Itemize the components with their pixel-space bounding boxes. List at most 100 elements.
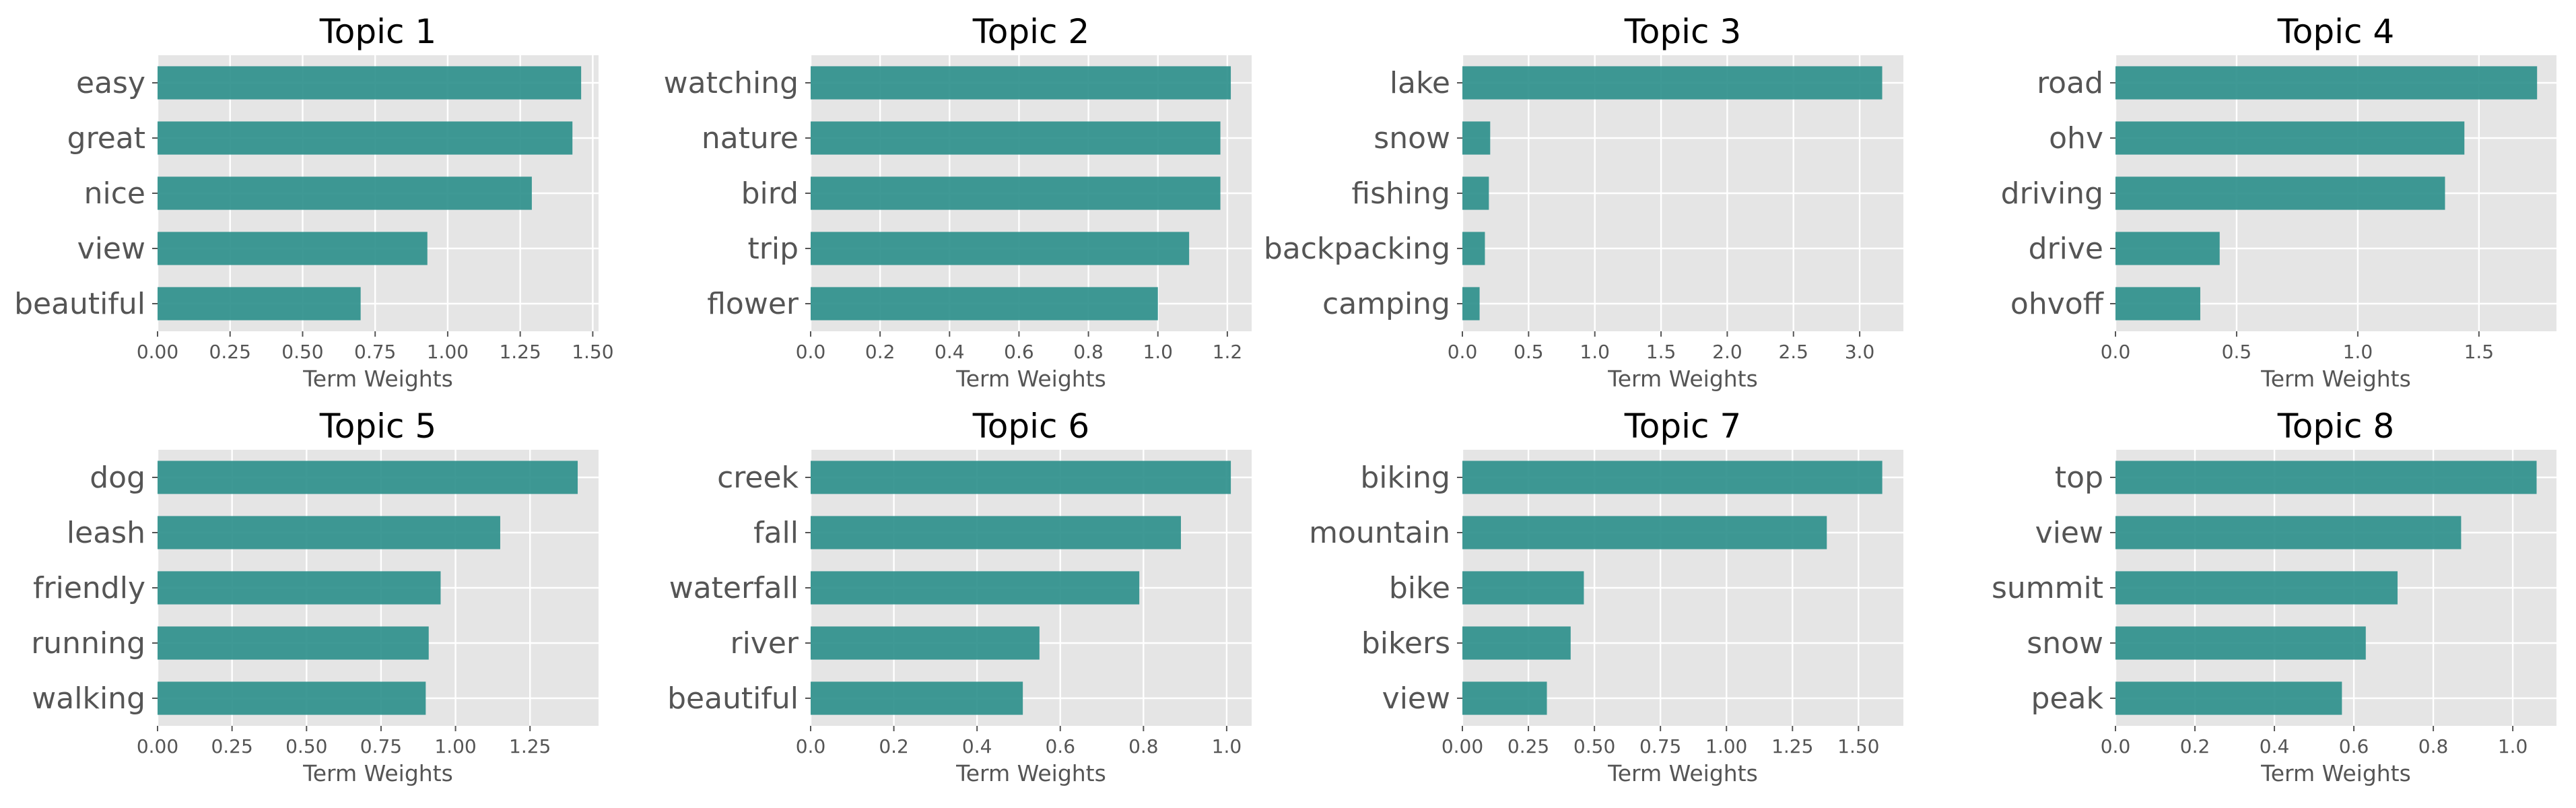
bar-creek	[811, 461, 1231, 494]
x-tick-label: 0.25	[1507, 735, 1549, 758]
x-tick-label: 1.25	[499, 341, 541, 363]
x-tick-label: 0.0	[2101, 735, 2131, 758]
x-tick-label: 0.0	[2101, 341, 2131, 363]
bar-top	[2115, 461, 2537, 494]
x-tick-label: 0.75	[354, 341, 396, 363]
y-tick-label: beautiful	[667, 681, 799, 716]
x-tick-label: 1.25	[1771, 735, 1813, 758]
x-tick-label: 0.8	[2418, 735, 2449, 758]
bar-easy	[158, 66, 582, 100]
bar-nice	[158, 176, 532, 210]
y-tick-label: top	[2055, 461, 2103, 495]
bar-view	[1462, 681, 1547, 715]
y-tick-label: view	[1382, 681, 1450, 716]
bar-beautiful	[158, 287, 361, 321]
y-tick-label: snow	[2027, 626, 2103, 661]
bar-leash	[158, 516, 500, 549]
x-axis-label: Term Weights	[1607, 760, 1758, 786]
y-tick-label: summit	[1992, 571, 2103, 605]
topic-panel-6: 0.0 0.2 0.4 0.6 0.8 1.0 creek fall waterfall rive…	[667, 407, 1252, 786]
panel-title: Topic 8	[2277, 407, 2394, 446]
topic-panel-3: 0.0 0.5 1.0 1.5 2.0 2.5 3.0 lake snow fishing back…	[1264, 12, 1903, 392]
y-tick-label: biking	[1360, 461, 1450, 495]
x-tick-label: 1.0	[2498, 735, 2528, 758]
x-tick-label: 1.25	[509, 735, 551, 758]
x-tick-label: 1.5	[2464, 341, 2495, 363]
x-tick-label: 0.2	[879, 735, 909, 758]
x-tick-label: 0.4	[935, 341, 965, 363]
bar-river	[811, 626, 1040, 660]
x-tick-label: 0.0	[796, 341, 826, 363]
x-tick-label: 2.5	[1778, 341, 1808, 363]
y-tick-label: fall	[753, 516, 799, 550]
x-tick-label: 0.0	[796, 735, 826, 758]
y-tick-label: lake	[1390, 66, 1450, 100]
bar-biking	[1462, 461, 1883, 494]
bar-dog	[158, 461, 578, 494]
x-tick-label: 0.6	[2339, 735, 2369, 758]
bar-waterfall	[811, 571, 1140, 605]
bar-peak	[2115, 681, 2342, 715]
x-axis-label: Term Weights	[955, 366, 1106, 392]
x-tick-label: 1.0	[1212, 735, 1242, 758]
x-axis-label: Term Weights	[302, 366, 453, 392]
x-tick-label: 0.4	[962, 735, 992, 758]
y-tick-label: view	[77, 232, 145, 266]
y-tick-label: creek	[717, 461, 799, 495]
x-tick-label: 0.75	[360, 735, 402, 758]
y-tick-label: driving	[2001, 176, 2103, 211]
bar-backpacking	[1462, 232, 1485, 265]
y-tick-label: nature	[702, 121, 799, 156]
bar-nature	[811, 121, 1221, 155]
x-tick-label: 0.00	[137, 735, 178, 758]
y-tick-label: camping	[1322, 287, 1450, 321]
y-tick-label: backpacking	[1264, 232, 1450, 266]
x-axis-label: Term Weights	[955, 760, 1106, 786]
y-tick-label: trip	[748, 232, 799, 266]
panel-title: Topic 3	[1624, 12, 1741, 51]
y-tick-label: friendly	[33, 571, 145, 605]
x-tick-label: 1.0	[2343, 341, 2373, 363]
y-tick-label: walking	[32, 681, 145, 716]
panel-title: Topic 5	[319, 407, 436, 446]
y-tick-label: nice	[84, 176, 145, 211]
x-tick-label: 0.5	[2222, 341, 2252, 363]
x-tick-label: 0.50	[1573, 735, 1615, 758]
x-tick-label: 0.0	[1448, 341, 1478, 363]
y-tick-label: easy	[76, 66, 145, 100]
y-tick-label: flower	[707, 287, 799, 321]
x-axis-label: Term Weights	[1607, 366, 1758, 392]
x-tick-label: 3.0	[1845, 341, 1875, 363]
x-tick-label: 1.5	[1646, 341, 1676, 363]
y-tick-label: running	[31, 626, 145, 661]
bar-summit	[2115, 571, 2398, 605]
y-tick-label: waterfall	[669, 571, 799, 605]
topic-panel-4: 0.0 0.5 1.0 1.5 road ohv driving drive ohvoff Top…	[2001, 12, 2556, 392]
bar-road	[2115, 66, 2538, 100]
bar-view	[158, 232, 428, 265]
bar-view	[2115, 516, 2462, 549]
x-tick-label: 0.6	[1045, 735, 1075, 758]
bar-snow	[2115, 626, 2366, 660]
bar-walking	[158, 681, 426, 715]
panel-title: Topic 2	[972, 12, 1089, 51]
bar-fishing	[1462, 176, 1489, 210]
bar-friendly	[158, 571, 441, 605]
topic-panel-2: 0.0 0.2 0.4 0.6 0.8 1.0 1.2 watching nature bird t…	[664, 12, 1252, 392]
y-tick-label: bird	[741, 176, 799, 211]
bar-bike	[1462, 571, 1584, 605]
y-tick-label: fishing	[1351, 176, 1450, 211]
y-tick-label: beautiful	[14, 287, 145, 321]
bar-flower	[811, 287, 1158, 321]
x-tick-label: 0.50	[281, 341, 323, 363]
y-tick-label: mountain	[1309, 516, 1450, 550]
y-tick-label: dog	[90, 461, 145, 495]
x-tick-label: 0.75	[1639, 735, 1681, 758]
x-tick-label: 0.25	[209, 341, 251, 363]
y-tick-label: snow	[1374, 121, 1450, 156]
x-axis-label: Term Weights	[2260, 760, 2411, 786]
x-axis-label: Term Weights	[302, 760, 453, 786]
y-tick-label: river	[730, 626, 799, 661]
y-tick-label: leash	[67, 516, 145, 550]
